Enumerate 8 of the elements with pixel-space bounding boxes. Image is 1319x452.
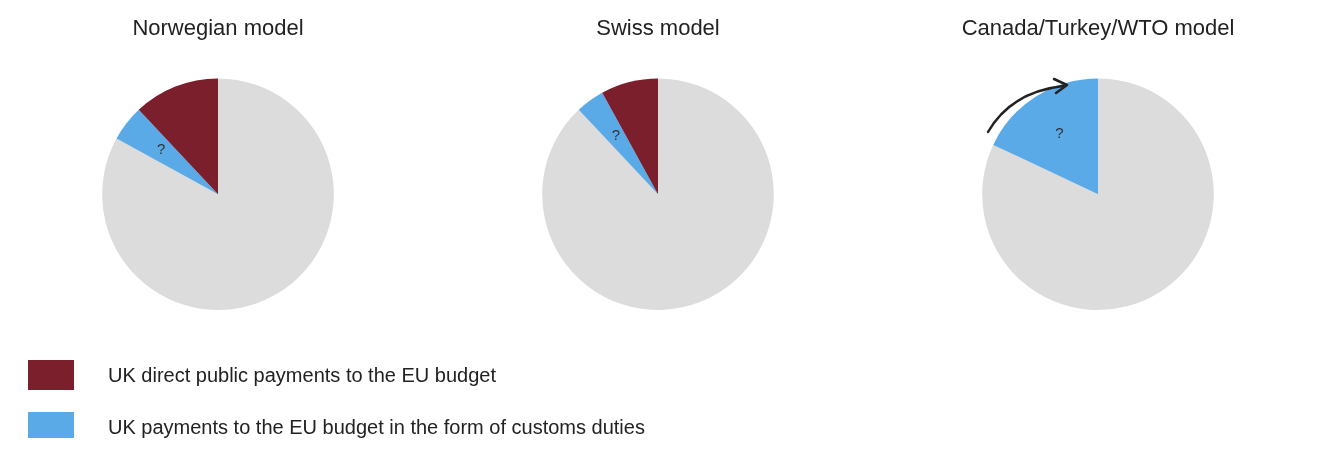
- chart-title: Canada/Turkey/WTO model: [961, 15, 1235, 41]
- text: ?: [1055, 123, 1064, 141]
- legend-label: UK direct public payments to the EU budget: [108, 363, 496, 387]
- chart-title: Norwegian model: [132, 15, 304, 41]
- legend-label: UK payments to the EU budget in the form of customs duties: [108, 415, 645, 439]
- chart-title: Swiss model: [596, 15, 720, 41]
- text: ?: [157, 140, 166, 158]
- text: ?: [611, 126, 620, 144]
